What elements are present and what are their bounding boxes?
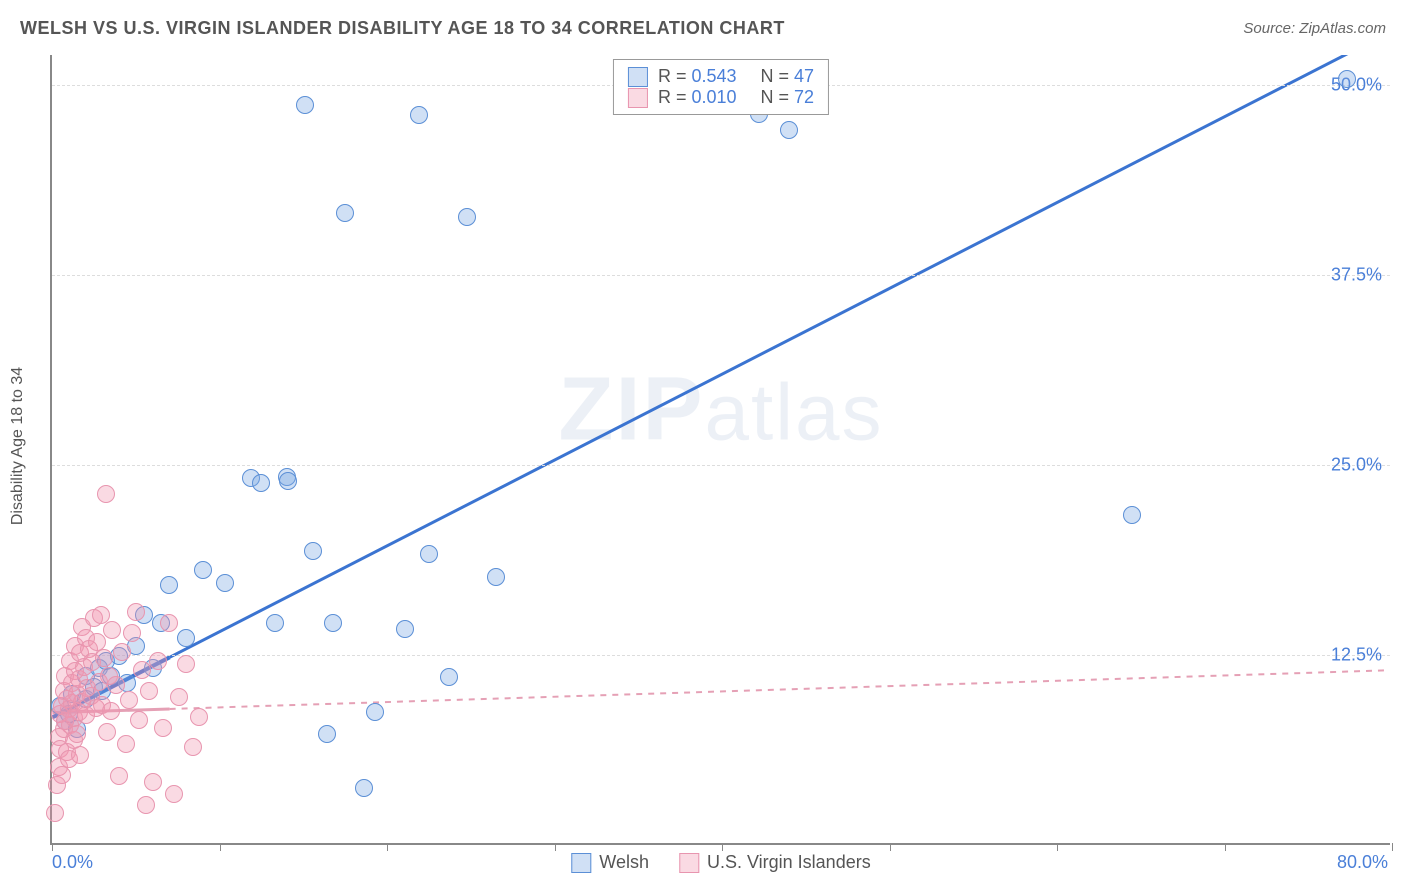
watermark: ZIPatlas	[559, 358, 884, 461]
legend-label: U.S. Virgin Islanders	[707, 852, 871, 872]
data-point	[71, 746, 89, 764]
data-point	[120, 691, 138, 709]
chart-header: WELSH VS U.S. VIRGIN ISLANDER DISABILITY…	[20, 18, 1386, 39]
data-point	[318, 725, 336, 743]
data-point	[130, 711, 148, 729]
trend-lines-layer	[52, 55, 1390, 843]
data-point	[113, 643, 131, 661]
data-point	[324, 614, 342, 632]
data-point	[487, 568, 505, 586]
x-tick	[555, 843, 556, 851]
chart-source: Source: ZipAtlas.com	[1243, 20, 1386, 37]
data-point	[396, 620, 414, 638]
chart-title: WELSH VS U.S. VIRGIN ISLANDER DISABILITY…	[20, 18, 785, 39]
data-point	[95, 649, 113, 667]
legend-swatch	[628, 67, 648, 87]
x-tick	[890, 843, 891, 851]
data-point	[279, 472, 297, 490]
legend-swatch	[571, 853, 591, 873]
data-point	[46, 804, 64, 822]
data-point	[216, 574, 234, 592]
data-point	[92, 606, 110, 624]
data-point	[137, 796, 155, 814]
data-point	[458, 208, 476, 226]
data-point	[177, 629, 195, 647]
n-label: N = 47	[761, 66, 815, 87]
data-point	[98, 723, 116, 741]
data-point	[1123, 506, 1141, 524]
data-point	[117, 735, 135, 753]
trend-line	[170, 670, 1390, 709]
legend-stats: R = 0.543 N = 47 R = 0.010 N = 72	[613, 59, 829, 115]
grid-line-h	[52, 275, 1390, 276]
data-point	[102, 702, 120, 720]
data-point	[165, 785, 183, 803]
legend-swatch	[628, 88, 648, 108]
grid-line-h	[52, 655, 1390, 656]
data-point	[149, 652, 167, 670]
x-tick	[722, 843, 723, 851]
y-tick-label: 25.0%	[1331, 455, 1382, 476]
data-point	[780, 121, 798, 139]
data-point	[184, 738, 202, 756]
data-point	[296, 96, 314, 114]
data-point	[103, 621, 121, 639]
data-point	[190, 708, 208, 726]
y-axis-label: Disability Age 18 to 34	[9, 367, 27, 525]
r-label: R = 0.543	[658, 66, 737, 87]
legend-stats-row: R = 0.010 N = 72	[628, 87, 814, 108]
data-point	[194, 561, 212, 579]
scatter-chart: ZIPatlas 12.5%25.0%37.5%50.0%0.0%80.0% R…	[50, 55, 1390, 845]
data-point	[170, 688, 188, 706]
data-point	[1338, 70, 1356, 88]
x-tick-label: 80.0%	[1337, 852, 1388, 873]
data-point	[97, 485, 115, 503]
n-label: N = 72	[761, 87, 815, 108]
data-point	[160, 576, 178, 594]
data-point	[177, 655, 195, 673]
x-tick	[1392, 843, 1393, 851]
y-tick-label: 12.5%	[1331, 645, 1382, 666]
y-tick-label: 37.5%	[1331, 265, 1382, 286]
data-point	[420, 545, 438, 563]
data-point	[140, 682, 158, 700]
data-point	[144, 773, 162, 791]
grid-line-h	[52, 465, 1390, 466]
x-tick	[220, 843, 221, 851]
data-point	[68, 725, 86, 743]
legend-stats-row: R = 0.543 N = 47	[628, 66, 814, 87]
r-label: R = 0.010	[658, 87, 737, 108]
data-point	[154, 719, 172, 737]
data-point	[110, 767, 128, 785]
x-tick	[1225, 843, 1226, 851]
data-point	[107, 676, 125, 694]
data-point	[336, 204, 354, 222]
x-tick	[52, 843, 53, 851]
legend-series: Welsh U.S. Virgin Islanders	[571, 852, 870, 873]
legend-label: Welsh	[599, 852, 649, 872]
data-point	[127, 603, 145, 621]
data-point	[355, 779, 373, 797]
legend-item: U.S. Virgin Islanders	[679, 852, 871, 873]
data-point	[160, 614, 178, 632]
data-point	[304, 542, 322, 560]
x-tick-label: 0.0%	[52, 852, 93, 873]
legend-item: Welsh	[571, 852, 649, 873]
data-point	[123, 624, 141, 642]
data-point	[252, 474, 270, 492]
data-point	[266, 614, 284, 632]
data-point	[366, 703, 384, 721]
trend-line	[170, 55, 1390, 657]
x-tick	[1057, 843, 1058, 851]
data-point	[440, 668, 458, 686]
data-point	[410, 106, 428, 124]
x-tick	[387, 843, 388, 851]
legend-swatch	[679, 853, 699, 873]
